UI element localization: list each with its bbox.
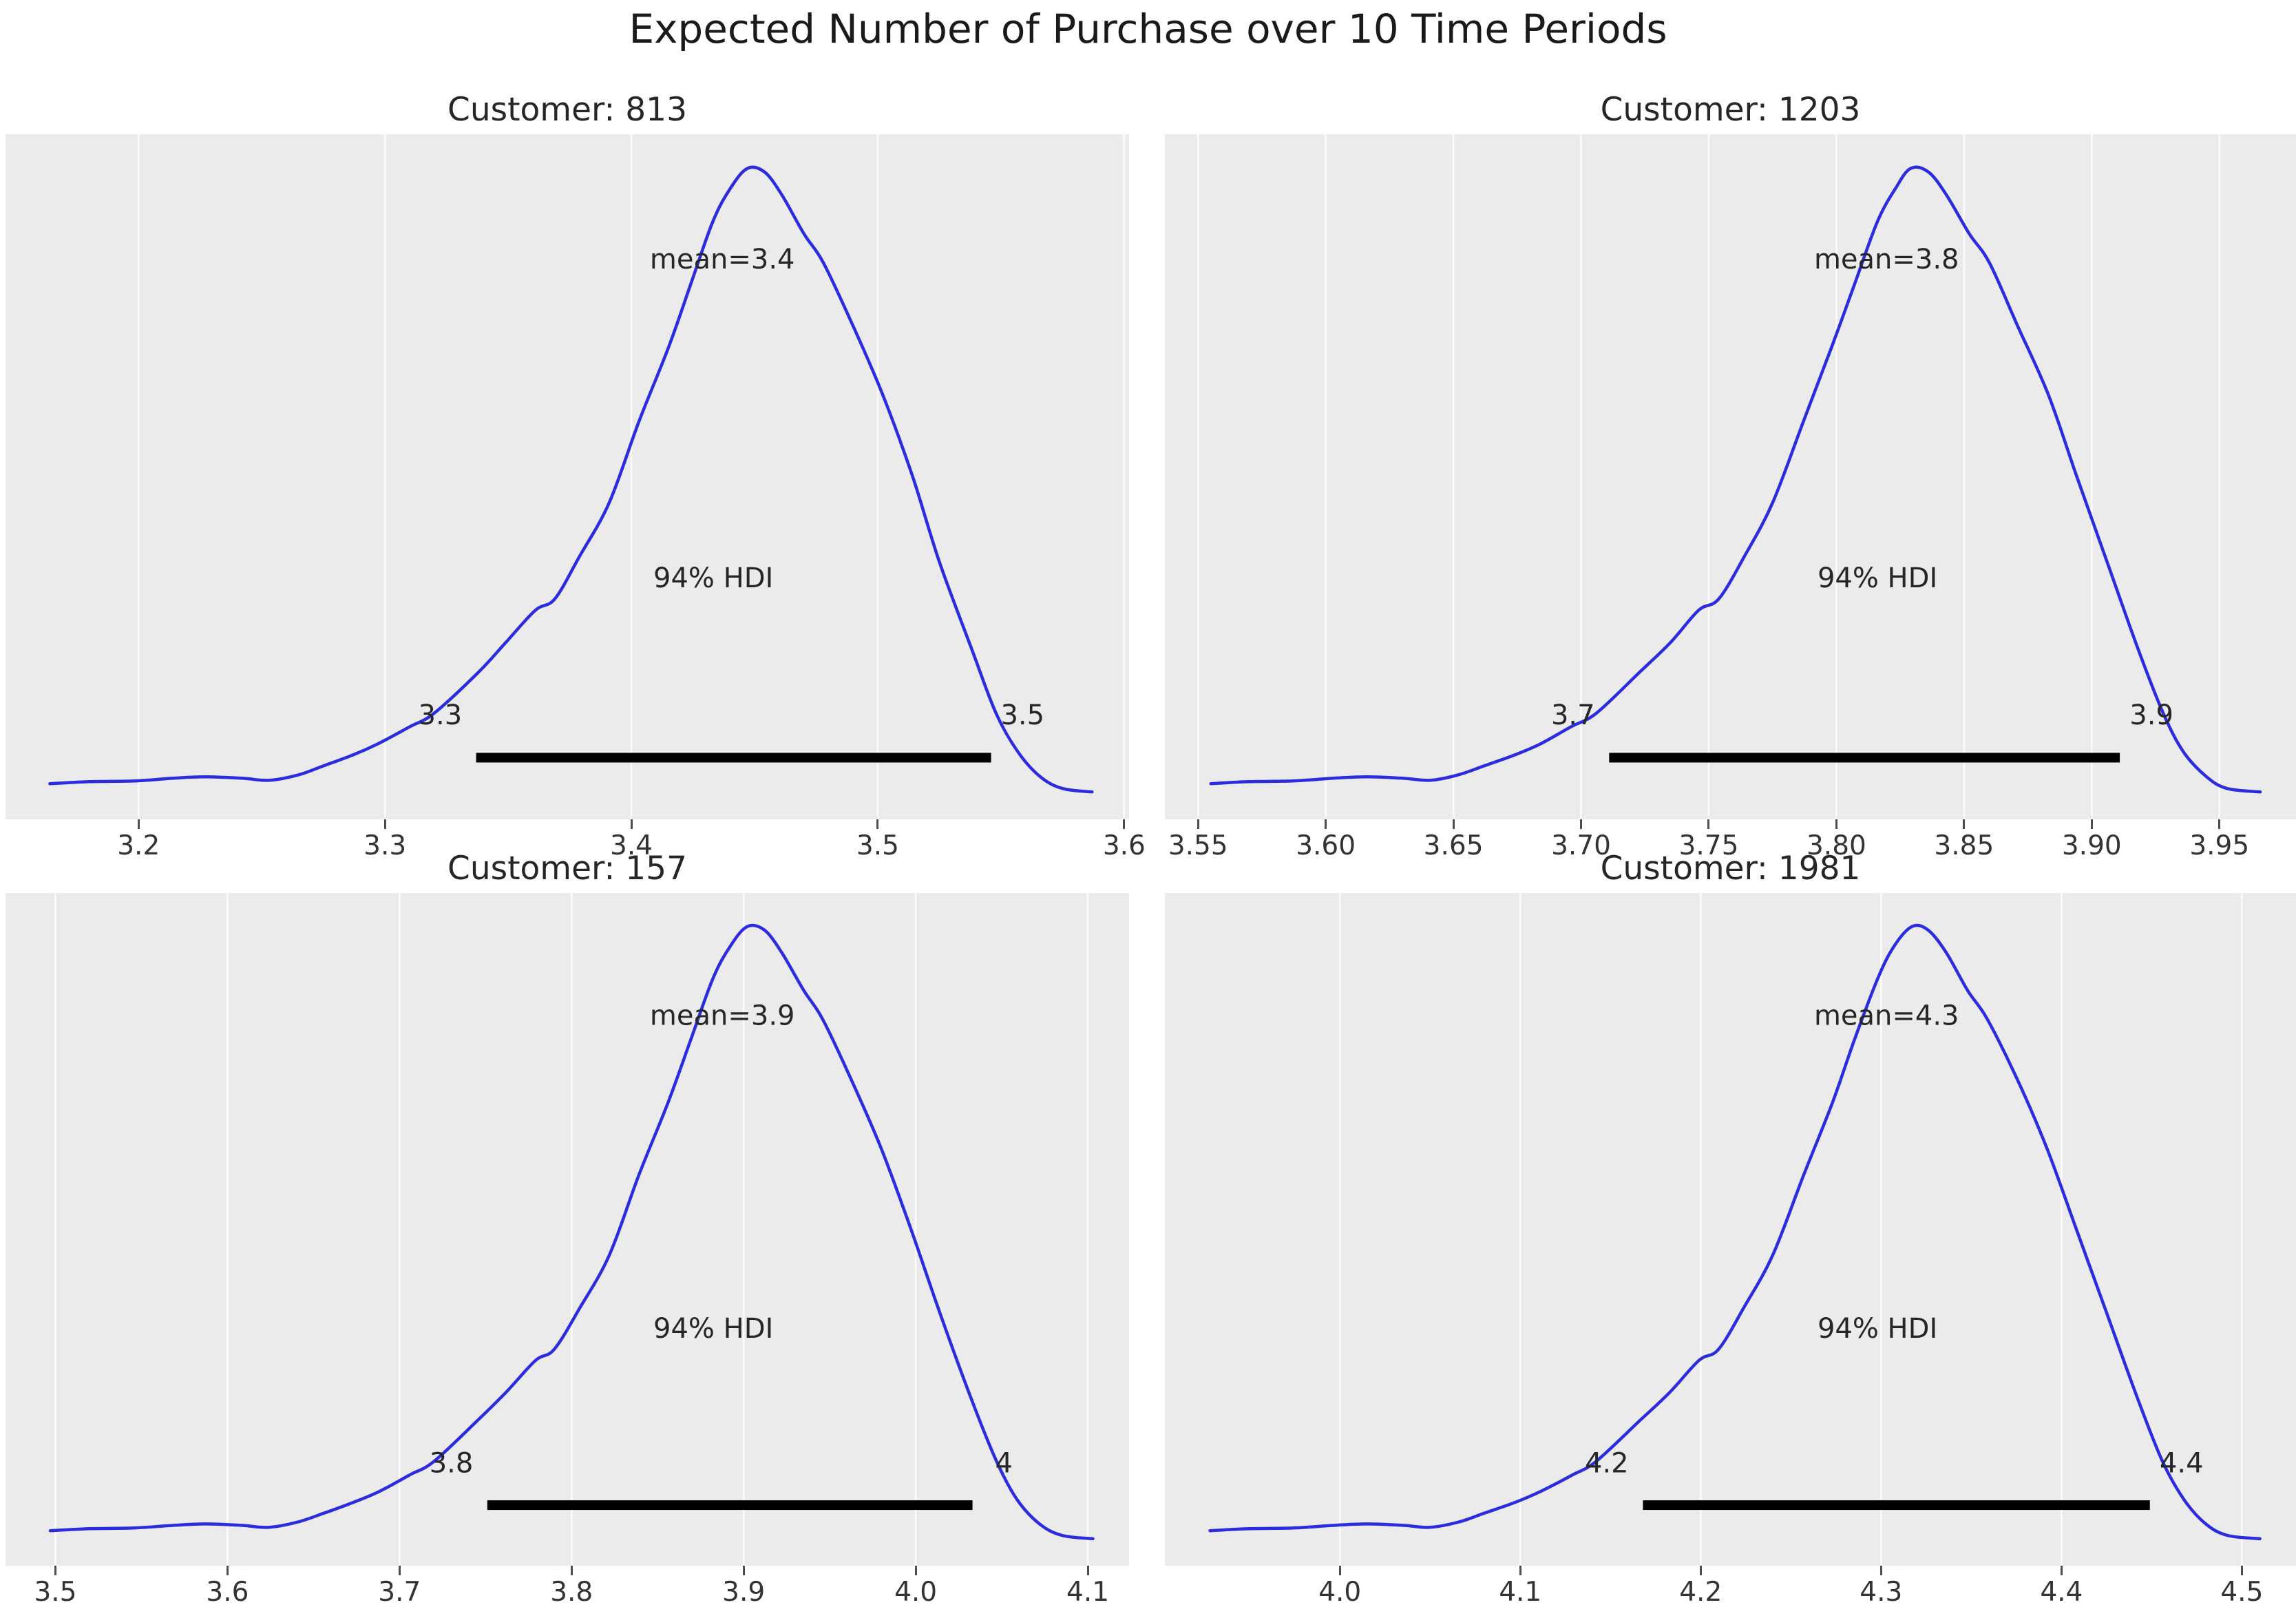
tick-label: 3.3	[364, 830, 407, 861]
tick-label: 3.7	[378, 1577, 421, 1608]
tick-mark	[1452, 819, 1455, 829]
tick-label: 3.6	[1102, 830, 1146, 861]
subplot-customer-157: Customer: 157 mean=3.9 94% HDI 3.8 4 3.5 3.6…	[6, 848, 1129, 1608]
tick-label: 3.90	[2061, 830, 2122, 861]
tick-mark	[1580, 819, 1583, 829]
tick-label: 4.3	[1860, 1577, 1903, 1608]
tick-mark	[742, 1566, 745, 1575]
subplot-title: Customer: 1981	[1600, 850, 1861, 887]
plot-panel: mean=4.3 94% HDI 4.2 4.4	[1165, 893, 2296, 1566]
tick-mark	[2218, 819, 2221, 829]
tick-label: 3.4	[610, 830, 653, 861]
kde-curve	[1209, 165, 2262, 794]
tick-label: 3.65	[1423, 830, 1484, 861]
hdi-bar	[487, 1500, 973, 1511]
hdi-bar	[1643, 1500, 2150, 1511]
tick-mark	[570, 1566, 573, 1575]
hdi-upper-label: 3.9	[2129, 700, 2173, 731]
tick-mark	[1338, 1566, 1341, 1575]
tick-mark	[54, 1566, 56, 1575]
tick-label: 3.80	[1806, 830, 1866, 861]
hdi-percent-label: 94% HDI	[1818, 563, 1937, 594]
tick-label: 4.1	[1499, 1577, 1542, 1608]
tick-mark	[876, 819, 879, 829]
tick-mark	[630, 819, 633, 829]
tick-label: 4.2	[1679, 1577, 1723, 1608]
mean-label: mean=3.4	[650, 244, 795, 275]
tick-label: 3.2	[117, 830, 160, 861]
mean-label: mean=3.8	[1814, 244, 1959, 275]
subplot-customer-1203: Customer: 1203 mean=3.8 94% HDI 3.7 3.9 3.5…	[1165, 90, 2296, 861]
hdi-lower-label: 3.7	[1551, 700, 1595, 731]
hdi-bar	[476, 753, 991, 763]
tick-mark	[1086, 1566, 1089, 1575]
tick-mark	[1197, 819, 1199, 829]
subplot-title: Customer: 1203	[1600, 91, 1861, 129]
tick-label: 4.4	[2040, 1577, 2083, 1608]
hdi-lower-label: 3.8	[430, 1447, 474, 1479]
mean-label: mean=3.9	[650, 1000, 795, 1032]
tick-label: 3.5	[856, 830, 899, 861]
tick-label: 3.60	[1296, 830, 1356, 861]
plot-panel: mean=3.9 94% HDI 3.8 4	[6, 893, 1129, 1566]
x-axis: 3.5 3.6 3.7 3.8 3.9 4.0 4.1	[6, 1566, 1129, 1608]
tick-label: 3.55	[1168, 830, 1228, 861]
tick-label: 4.0	[894, 1577, 938, 1608]
hdi-percent-label: 94% HDI	[1818, 1313, 1937, 1345]
subplot-customer-1981: Customer: 1981 mean=4.3 94% HDI 4.2 4.4 4.0…	[1165, 848, 2296, 1608]
tick-mark	[1963, 819, 1966, 829]
subplot-title: Customer: 157	[447, 850, 687, 887]
tick-mark	[1699, 1566, 1702, 1575]
tick-mark	[1835, 819, 1837, 829]
kde-curve	[48, 923, 1095, 1541]
kde-curve	[48, 165, 1094, 794]
plot-panel: mean=3.4 94% HDI 3.3 3.5	[6, 134, 1129, 819]
tick-mark	[2240, 1566, 2243, 1575]
tick-mark	[1879, 1566, 1882, 1575]
subplot-customer-813: Customer: 813 mean=3.4 94% HDI 3.3 3.5 3.2 3…	[6, 90, 1146, 861]
hdi-bar	[1609, 753, 2120, 763]
figure-title: Expected Number of Purchase over 10 Time…	[629, 6, 1667, 52]
hdi-lower-label: 3.3	[419, 700, 463, 731]
kde-curve	[1208, 923, 2262, 1541]
hdi-upper-label: 4	[996, 1447, 1013, 1479]
x-axis: 3.2 3.3 3.4 3.5 3.6	[6, 819, 1146, 861]
tick-mark	[1325, 819, 1327, 829]
mean-label: mean=4.3	[1814, 1000, 1959, 1032]
tick-label: 3.85	[1934, 830, 1994, 861]
tick-mark	[1123, 819, 1126, 829]
hdi-upper-label: 3.5	[1000, 700, 1044, 731]
tick-label: 4.0	[1318, 1577, 1362, 1608]
tick-label: 3.75	[1678, 830, 1739, 861]
tick-mark	[1707, 819, 1710, 829]
tick-label: 3.5	[34, 1577, 77, 1608]
subplot-title: Customer: 813	[447, 91, 687, 129]
tick-mark	[914, 1566, 917, 1575]
plot-panel: mean=3.8 94% HDI 3.7 3.9	[1165, 134, 2296, 819]
tick-mark	[383, 819, 386, 829]
tick-label: 3.70	[1551, 830, 1611, 861]
hdi-percent-label: 94% HDI	[653, 1313, 773, 1345]
tick-label: 4.5	[2220, 1577, 2264, 1608]
x-axis: 4.0 4.1 4.2 4.3 4.4 4.5	[1165, 1566, 2296, 1608]
tick-label: 3.8	[550, 1577, 593, 1608]
x-axis: 3.55 3.60 3.65 3.70 3.75 3.80 3.85 3.90 3.95	[1165, 819, 2296, 861]
tick-mark	[2090, 819, 2093, 829]
hdi-percent-label: 94% HDI	[653, 563, 773, 594]
tick-label: 3.95	[2189, 830, 2250, 861]
tick-label: 3.9	[722, 1577, 766, 1608]
hdi-lower-label: 4.2	[1585, 1447, 1629, 1479]
tick-mark	[1519, 1566, 1521, 1575]
tick-mark	[398, 1566, 401, 1575]
tick-mark	[226, 1566, 229, 1575]
tick-label: 4.1	[1066, 1577, 1110, 1608]
tick-mark	[2060, 1566, 2063, 1575]
tick-label: 3.6	[206, 1577, 249, 1608]
tick-mark	[137, 819, 140, 829]
hdi-upper-label: 4.4	[2160, 1447, 2204, 1479]
